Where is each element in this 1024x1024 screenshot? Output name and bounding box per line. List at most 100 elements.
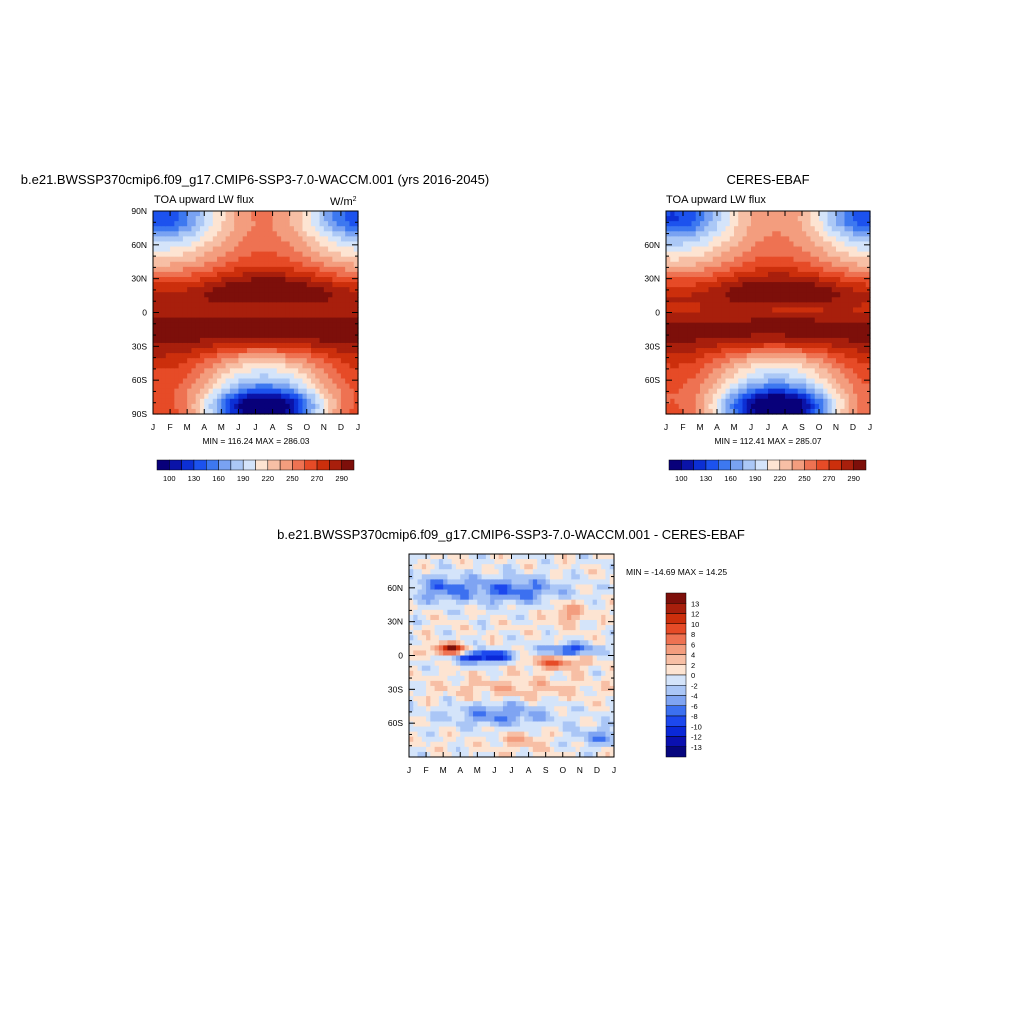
obs-cell — [712, 231, 718, 237]
model-cell — [340, 342, 346, 349]
model-cell — [170, 378, 175, 385]
model-cell — [302, 393, 308, 400]
diff-cell — [443, 736, 449, 743]
obs-cell — [746, 342, 752, 349]
model-cell — [289, 236, 295, 243]
diff-cell — [426, 706, 431, 712]
diff-cell — [481, 665, 487, 672]
model-cell — [319, 241, 325, 248]
model-cell — [212, 297, 218, 303]
diff-cell — [485, 655, 491, 662]
diff-cell — [502, 680, 508, 687]
model-cell — [157, 287, 163, 293]
model-cell — [306, 251, 312, 258]
model-cell — [281, 332, 286, 339]
model-cell — [315, 241, 321, 248]
obs-cell — [700, 236, 705, 243]
obs-cell — [674, 287, 680, 293]
obs-cell — [691, 231, 697, 237]
obs-cell — [691, 317, 697, 324]
model-cell — [174, 312, 180, 319]
obs-cell — [840, 256, 846, 263]
obs-cell — [683, 271, 688, 278]
model-cell — [319, 287, 325, 293]
diff-cell — [502, 614, 508, 621]
model-cell — [165, 403, 171, 410]
model-cell — [264, 302, 269, 309]
obs-cell — [717, 337, 722, 344]
model-cell — [259, 398, 265, 405]
obs-cell — [768, 383, 773, 390]
diff-cell — [413, 614, 419, 621]
model-cell — [221, 266, 227, 273]
model-cell — [315, 312, 321, 319]
model-cell — [191, 408, 197, 415]
model-cell — [208, 353, 214, 359]
model-cell — [246, 251, 252, 258]
obs-cell — [853, 261, 858, 268]
obs-cell — [742, 348, 748, 354]
model-cell — [293, 266, 299, 273]
diff-cell — [460, 731, 466, 738]
model-cell — [272, 408, 278, 415]
obs-cell — [810, 337, 816, 344]
model-cell — [199, 358, 205, 364]
model-cell — [319, 226, 325, 232]
obs-cell — [666, 226, 671, 232]
diff-cell — [468, 675, 474, 682]
model-cell — [242, 317, 248, 324]
obs-cell — [768, 373, 773, 380]
obs-cell — [729, 302, 735, 309]
obs-cell — [734, 276, 739, 283]
model-cell — [264, 266, 269, 273]
model-cell — [345, 302, 351, 309]
diff-cell — [455, 599, 461, 606]
obs-cell — [742, 287, 748, 293]
obs-cell — [670, 287, 676, 293]
diff-cell — [498, 701, 504, 707]
model-cell — [268, 408, 274, 415]
diff-cell — [421, 736, 427, 743]
obs-cell — [789, 251, 795, 258]
model-cell — [178, 231, 184, 237]
model-cell — [315, 221, 321, 227]
model-cell — [182, 348, 188, 354]
model-cell — [225, 342, 231, 349]
model-cell — [302, 246, 308, 253]
obs-cell — [810, 302, 816, 309]
obs-cell — [746, 403, 752, 410]
obs-cell — [678, 398, 684, 405]
model-cell — [238, 378, 244, 385]
obs-cell — [678, 276, 684, 283]
model-cell — [332, 317, 338, 324]
diff-cell — [451, 559, 457, 565]
diff-cell — [460, 741, 466, 748]
model-cell — [242, 297, 248, 303]
obs-cell — [666, 246, 671, 253]
obs-cell — [827, 353, 833, 359]
model-cell — [289, 261, 295, 268]
model-cell — [234, 312, 240, 319]
model-cell — [336, 292, 342, 298]
model-cell — [302, 322, 308, 329]
obs-cell — [742, 282, 748, 288]
obs-cell — [695, 393, 701, 400]
model-cell — [268, 342, 274, 349]
obs-cell — [848, 231, 854, 237]
obs-cell — [678, 282, 684, 288]
model-cell — [255, 312, 261, 319]
obs-cell — [848, 297, 854, 303]
model-cell — [246, 363, 252, 369]
diff-cell — [460, 599, 466, 606]
model-cell — [161, 337, 167, 344]
model-cell — [272, 317, 278, 324]
model-cell — [293, 241, 299, 248]
model-cell — [302, 368, 308, 374]
obs-cell — [819, 358, 824, 364]
obs-cell — [759, 398, 765, 405]
model-cell — [242, 408, 248, 415]
obs-cell — [797, 302, 803, 309]
obs-cell — [678, 241, 684, 248]
obs-cell — [827, 368, 833, 374]
